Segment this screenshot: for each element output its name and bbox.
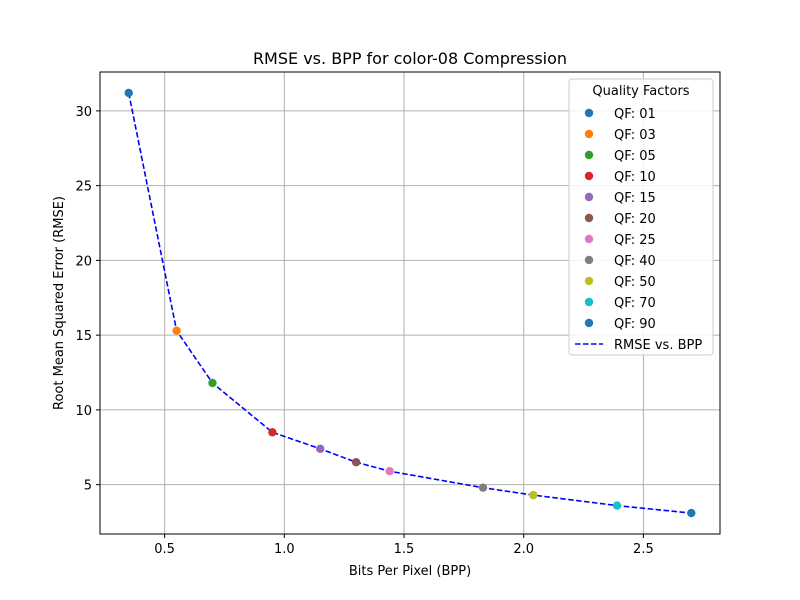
ticks: 0.5 1.0 1.5 2.0 2.5 5 10 15 20 25 30 (75, 105, 653, 557)
data-point-qf-70 (612, 501, 622, 510)
legend-entry-label: QF: 90 (614, 317, 656, 332)
x-tick-label: 0.5 (154, 542, 175, 557)
plot-frame (99, 71, 721, 535)
data-point-qf-15 (316, 444, 325, 453)
legend-entry-label: QF: 10 (614, 170, 656, 185)
legend-entry-label: QF: 03 (614, 128, 656, 143)
data-point-qf-05 (208, 378, 217, 388)
legend-entry-label: QF: 15 (614, 191, 656, 206)
data-point-qf-40 (478, 483, 488, 492)
legend-entry-label: QF: 70 (614, 296, 656, 311)
legend-entry-label: QF: 25 (614, 233, 656, 248)
legend: Quality Factors QF: 01 QF: 03 QF: 05 QF: 10 Q… (568, 78, 714, 356)
legend-marker (584, 318, 594, 328)
chart-title: RMSE vs. BPP for color-08 Compression (253, 49, 567, 68)
x-axis-label: Bits Per Pixel (BPP) (349, 564, 471, 579)
legend-marker (584, 171, 594, 181)
legend-marker (584, 150, 594, 160)
y-tick-label: 20 (75, 254, 92, 269)
y-tick-label: 5 (84, 479, 92, 494)
legend-marker (584, 276, 594, 286)
data-point-qf-50 (529, 490, 538, 500)
legend-title: Quality Factors (592, 84, 689, 99)
legend-entry-label: QF: 01 (614, 107, 656, 122)
legend-marker (584, 255, 594, 265)
legend-marker (584, 213, 594, 223)
data-point-qf-20 (351, 458, 361, 467)
y-axis-label: Root Mean Squared Error (RMSE) (52, 196, 67, 410)
y-tick-label: 10 (75, 404, 92, 419)
legend-marker (584, 108, 594, 118)
x-tick-label: 2.0 (513, 542, 534, 557)
x-tick-label: 1.0 (274, 542, 295, 557)
data-point-qf-25 (385, 467, 394, 476)
data-point-qf-90 (687, 508, 696, 518)
legend-box (568, 78, 714, 356)
y-tick-label: 30 (75, 105, 92, 120)
legend-entry-label: QF: 20 (614, 212, 656, 227)
legend-marker (584, 234, 594, 244)
legend-entry-label: QF: 50 (614, 275, 656, 290)
point-layer (124, 88, 696, 518)
legend-entry-label: QF: 40 (614, 254, 656, 269)
data-point-qf-10 (268, 428, 277, 437)
y-tick-label: 25 (75, 180, 92, 195)
x-tick-label: 1.5 (394, 542, 415, 557)
legend-line-label: RMSE vs. BPP (614, 338, 702, 353)
x-tick-label: 2.5 (633, 542, 654, 557)
y-tick-label: 15 (75, 329, 92, 344)
data-point-qf-01 (124, 88, 133, 98)
legend-marker (584, 192, 594, 202)
data-point-qf-03 (172, 326, 181, 335)
legend-marker (584, 129, 594, 139)
legend-entry-label: QF: 05 (614, 149, 656, 164)
legend-marker (584, 297, 594, 307)
